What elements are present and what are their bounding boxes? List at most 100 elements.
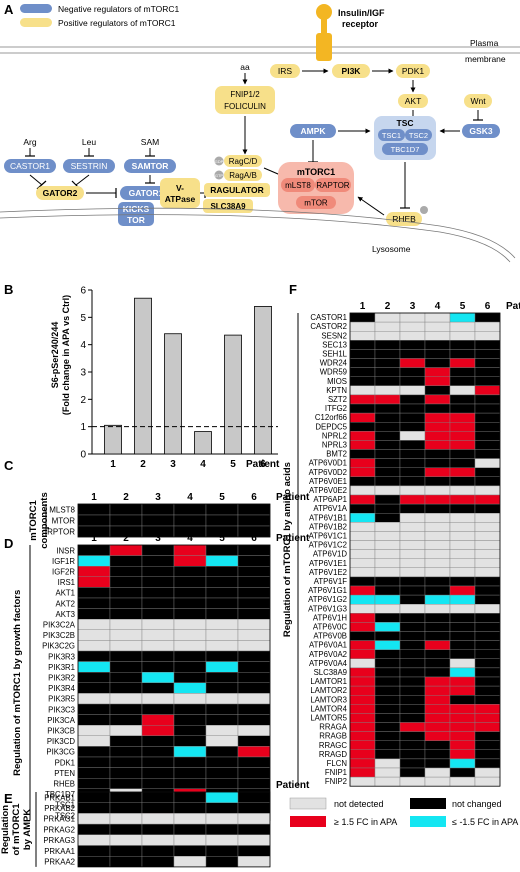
heat_D-row-label: TSC2 — [55, 811, 75, 820]
heat-cell — [449, 494, 476, 505]
heat-cell — [173, 802, 207, 814]
b-xtick-label: 3 — [170, 459, 176, 470]
heat-cell — [173, 555, 207, 567]
heat-cell — [237, 503, 271, 516]
heat_F-row-label: RRAGD — [319, 750, 348, 759]
heat-cell — [349, 695, 376, 705]
heat-cell — [374, 558, 401, 569]
heat-cell — [449, 358, 476, 368]
heat-cell — [109, 802, 143, 814]
heat_D-col-header: 2 — [123, 533, 129, 544]
heat-cell — [424, 604, 451, 614]
heat_D-row-label: PDK1 — [55, 758, 75, 767]
gator2-node — [36, 186, 84, 200]
panel-a-label: A — [4, 2, 14, 17]
heat_D-row-label: AKT1 — [56, 589, 76, 598]
heat-cell — [449, 776, 476, 787]
heat-cell — [449, 731, 476, 741]
heat-cell — [77, 597, 111, 609]
heat-cell — [141, 791, 175, 803]
heat-cell — [77, 650, 111, 662]
heat-cell — [141, 576, 175, 588]
heat-cell — [474, 494, 501, 505]
bar-patient-4 — [194, 431, 212, 455]
heat_E-col-header: 2 — [123, 780, 129, 791]
heat-cell — [109, 725, 143, 737]
heat-cell — [374, 667, 401, 678]
heat_F-col-header: 5 — [460, 301, 466, 312]
heat-cell — [349, 667, 376, 678]
kickstor-label-2: TOR — [127, 215, 145, 225]
panel-c-label: C — [4, 458, 14, 473]
heat-cell — [424, 695, 451, 705]
heat-cell — [399, 576, 426, 587]
heat_D-row-label: PIK3C2G — [42, 642, 75, 651]
mtor-label: mTOR — [304, 199, 328, 208]
heat-cell — [237, 650, 271, 662]
tsc-label: TSC — [397, 118, 414, 128]
heat-cell — [399, 549, 426, 559]
heat-cell — [449, 676, 476, 687]
bar-patient-1 — [104, 424, 122, 455]
heat-cell — [173, 629, 207, 641]
heat-cell — [141, 650, 175, 662]
heat-cell — [237, 813, 271, 825]
gator1-node — [120, 186, 172, 200]
heat_E-row-label: PRKAB2 — [44, 804, 75, 813]
heat-cell — [474, 531, 501, 541]
heat_C-ylabel: components — [39, 492, 50, 548]
heat-cell — [173, 813, 207, 825]
heat-cell — [109, 813, 143, 825]
heat_F-row-label: FLCN — [327, 759, 347, 768]
heat-cell — [77, 555, 111, 567]
heat-cell — [449, 767, 476, 778]
irs-node — [270, 64, 300, 78]
heat-cell — [173, 661, 207, 673]
heat-cell — [474, 358, 501, 368]
heat-cell — [109, 576, 143, 588]
heat-cell — [374, 704, 401, 714]
heat-cell — [141, 856, 175, 868]
ampk-node — [290, 124, 336, 138]
heat-cell — [173, 834, 207, 846]
heat-cell — [77, 576, 111, 588]
heat-cell — [205, 661, 239, 673]
heat-cell — [374, 585, 401, 596]
heat-cell — [77, 640, 111, 652]
heat-cell — [399, 458, 426, 468]
heat-cell — [237, 703, 271, 715]
heat-cell — [141, 672, 175, 684]
heat-cell — [349, 531, 376, 541]
legend-negative-swatch — [20, 4, 52, 13]
b-ytick-label: 0 — [80, 450, 86, 461]
heat_F-row-label: ATP6V0C — [313, 622, 347, 631]
heat-cell — [237, 856, 271, 868]
heat-cell — [449, 667, 476, 678]
heat-cell — [424, 676, 451, 687]
heat-cell — [399, 349, 426, 359]
heat-cell — [349, 558, 376, 569]
heat-cell — [399, 649, 426, 660]
pi3k-label: PI3K — [342, 66, 362, 76]
heat-cell — [173, 514, 207, 527]
heat-cell — [173, 566, 207, 578]
heat-cell — [237, 725, 271, 737]
heat-cell — [173, 587, 207, 599]
heat_F-row-label: ATP6V0A4 — [309, 659, 348, 668]
heat-cell — [399, 531, 426, 541]
heat-cell — [349, 458, 376, 468]
heat-cell — [237, 544, 271, 556]
heat-cell — [205, 608, 239, 620]
pdk1-label: PDK1 — [402, 66, 424, 76]
b-ylabel-line-1: S6-pSer240/244 — [50, 322, 60, 389]
heat-cell — [237, 735, 271, 747]
samtor-node — [124, 159, 176, 173]
legend-positive-swatch — [20, 18, 52, 27]
heat-cell — [349, 722, 376, 732]
heat-cell — [424, 567, 451, 578]
heat-cell — [141, 823, 175, 835]
heat_C-frame — [77, 503, 271, 538]
heat-cell — [474, 321, 501, 332]
